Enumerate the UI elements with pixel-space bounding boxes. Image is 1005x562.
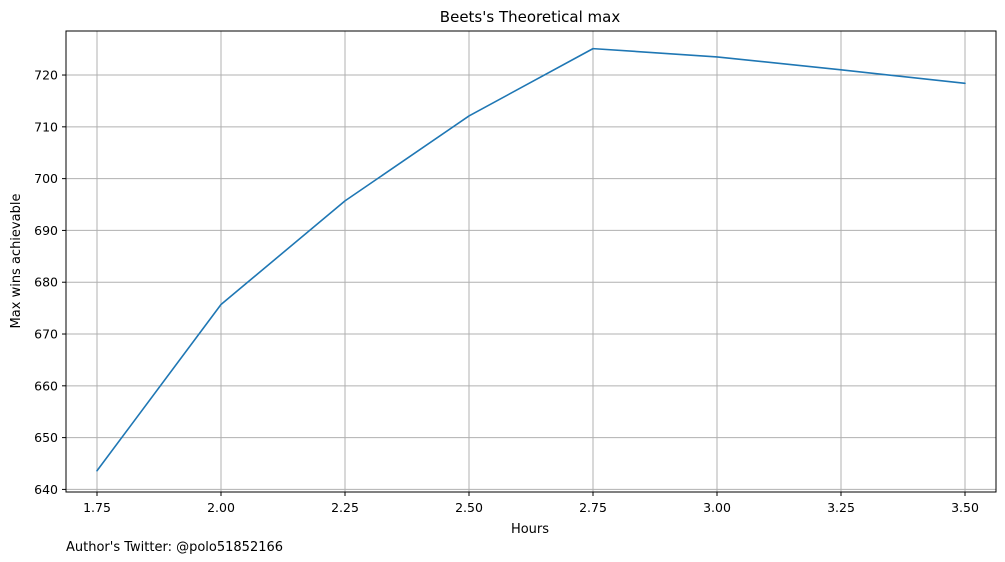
y-tick-label: 720 (34, 68, 58, 83)
y-tick-label: 680 (34, 275, 58, 290)
y-tick-label: 660 (34, 378, 58, 393)
y-tick-label: 650 (34, 430, 58, 445)
x-tick-label: 1.75 (83, 500, 111, 515)
x-axis-title: Hours (511, 522, 549, 537)
y-tick-label: 700 (34, 171, 58, 186)
x-tick-label: 3.00 (703, 500, 731, 515)
y-axis: 640 650 660 670 680 690 700 710 720 (34, 68, 66, 497)
x-tick-label: 3.50 (951, 500, 979, 515)
series-line (96, 47, 966, 472)
y-tick-label: 640 (34, 482, 58, 497)
x-tick-label: 2.00 (207, 500, 235, 515)
x-axis: 1.75 2.00 2.25 2.50 2.75 3.00 3.25 3.50 (83, 492, 979, 515)
chart-title: Beets's Theoretical max (440, 8, 621, 26)
x-tick-label: 2.50 (455, 500, 483, 515)
y-axis-title: Max wins achievable (9, 194, 24, 329)
y-tick-label: 710 (34, 119, 58, 134)
x-tick-label: 2.25 (331, 500, 359, 515)
author-footnote: Author's Twitter: @polo51852166 (66, 540, 283, 555)
x-tick-label: 3.25 (827, 500, 855, 515)
grid-layer (66, 31, 996, 492)
plot-frame (65, 30, 997, 493)
x-tick-label: 2.75 (579, 500, 607, 515)
y-tick-label: 670 (34, 327, 58, 342)
y-tick-label: 690 (34, 223, 58, 238)
series-layer (96, 47, 966, 472)
